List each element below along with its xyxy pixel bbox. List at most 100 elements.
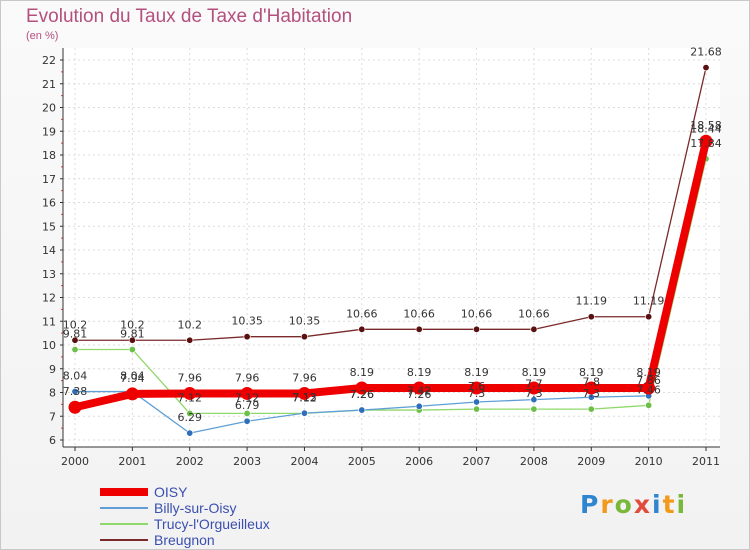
x-tick-label: 2005: [348, 455, 376, 468]
y-tick-label: 22: [42, 54, 56, 67]
data-point: [358, 325, 366, 333]
data-point: [186, 336, 194, 344]
data-label: 8.04: [63, 370, 88, 383]
data-label: 7.26: [407, 388, 432, 401]
data-point: [128, 336, 136, 344]
chart-title: Evolution du Taux de Taxe d'Habitation: [26, 6, 353, 27]
data-label: 18.58: [690, 119, 722, 132]
data-label: 7.12: [177, 391, 202, 404]
data-label: 7.3: [525, 387, 543, 400]
x-tick-label: 2010: [635, 455, 663, 468]
data-label: 8.19: [407, 366, 432, 379]
x-tick-label: 2006: [405, 455, 433, 468]
data-label: 7.26: [350, 388, 375, 401]
axes: 6 7 8 9 10 11 12 13 14 15 16 17 18 19 20 21 22 2000 2001 20…: [42, 48, 720, 468]
data-point: [71, 346, 79, 354]
data-point: [587, 313, 595, 321]
data-point: [473, 398, 481, 406]
data-point: [240, 386, 254, 400]
x-tick-label: 2003: [233, 455, 261, 468]
data-point: [415, 325, 423, 333]
x-tick-label: 2001: [118, 455, 146, 468]
data-label: 11.19: [576, 295, 608, 308]
legend-label: OISY: [154, 484, 188, 500]
data-label: 10.35: [289, 315, 321, 328]
data-point: [186, 429, 194, 437]
data-label: 9.81: [120, 328, 145, 341]
data-label: 7.3: [468, 387, 486, 400]
legend-item-trucy[interactable]: Trucy-l'Orgueilleux: [100, 516, 270, 532]
data-label: 7.86: [636, 374, 661, 387]
data-label: 18.44: [690, 123, 722, 136]
x-tick-label: 2002: [176, 455, 204, 468]
y-tick-label: 7: [49, 410, 56, 423]
brand-logo: Proxiti: [580, 490, 688, 519]
x-tick-label: 2007: [463, 455, 491, 468]
data-point: [300, 333, 308, 341]
data-label: 10.66: [461, 307, 493, 320]
series-line-billy-sur-oisy: [74, 143, 707, 434]
data-label: 7.12: [235, 391, 260, 404]
plot-area: [63, 48, 720, 447]
legend-label: Breugnon: [154, 532, 215, 548]
legend-swatch: [100, 539, 148, 541]
data-label: 10.66: [346, 307, 378, 320]
data-point: [527, 381, 541, 395]
data-label: 7.26: [350, 388, 375, 401]
data-point: [584, 381, 598, 395]
data-point: [530, 325, 538, 333]
data-point: [243, 417, 251, 425]
legend-item-oisy[interactable]: OISY: [100, 484, 270, 500]
y-tick-label: 13: [42, 268, 56, 281]
y-tick-label: 17: [42, 173, 56, 186]
data-label: 6.79: [235, 399, 260, 412]
data-label: 7.96: [235, 371, 260, 384]
legend-label: Billy-sur-Oisy: [154, 500, 237, 516]
series-line-oisy: [71, 137, 710, 412]
y-tick-label: 14: [42, 244, 56, 257]
data-label: 11.19: [633, 295, 665, 308]
y-tick-label: 21: [42, 78, 56, 91]
data-point: [68, 400, 82, 414]
x-tick-label: 2000: [61, 455, 89, 468]
y-tick-label: 11: [42, 315, 56, 328]
data-label: 7.8: [583, 375, 601, 388]
data-label: 7.38: [63, 385, 88, 398]
data-label: 10.35: [231, 315, 263, 328]
y-tick-label: 18: [42, 149, 56, 162]
legend-swatch: [100, 488, 148, 496]
data-label: 17.84: [690, 137, 722, 150]
x-tick-label: 2008: [520, 455, 548, 468]
legend-swatch: [100, 507, 148, 509]
data-label: 10.2: [63, 318, 88, 331]
legend-label: Trucy-l'Orgueilleux: [154, 516, 270, 532]
data-point: [125, 387, 139, 401]
legend-item-billy[interactable]: Billy-sur-Oisy: [100, 500, 270, 516]
legend-swatch: [100, 523, 148, 525]
data-point: [355, 381, 369, 395]
legend-item-breugnon[interactable]: Breugnon: [100, 532, 270, 548]
x-tick-label: 2011: [692, 455, 720, 468]
data-label: 8.19: [579, 366, 604, 379]
data-label: 9.81: [63, 328, 88, 341]
data-label: 8.19: [522, 366, 547, 379]
data-label: 7.46: [636, 383, 661, 396]
data-label: 10.2: [177, 318, 202, 331]
data-label: 7.13: [292, 391, 317, 404]
data-label: 7.6: [468, 380, 486, 393]
data-label: 7.7: [525, 378, 543, 391]
y-tick-label: 16: [42, 197, 56, 210]
data-point: [243, 409, 251, 417]
y-tick-label: 12: [42, 292, 56, 305]
data-point: [530, 396, 538, 404]
y-tick-label: 15: [42, 220, 56, 233]
data-point: [71, 388, 79, 396]
data-label: 10.66: [403, 307, 435, 320]
data-point: [358, 406, 366, 414]
data-point: [186, 409, 194, 417]
x-tick-label: 2004: [290, 455, 318, 468]
legend: OISY Billy-sur-Oisy Trucy-l'Orgueilleux …: [100, 484, 270, 548]
y-tick-label: 10: [42, 339, 56, 352]
data-label: 7.42: [407, 384, 432, 397]
data-label: 21.68: [690, 46, 722, 59]
